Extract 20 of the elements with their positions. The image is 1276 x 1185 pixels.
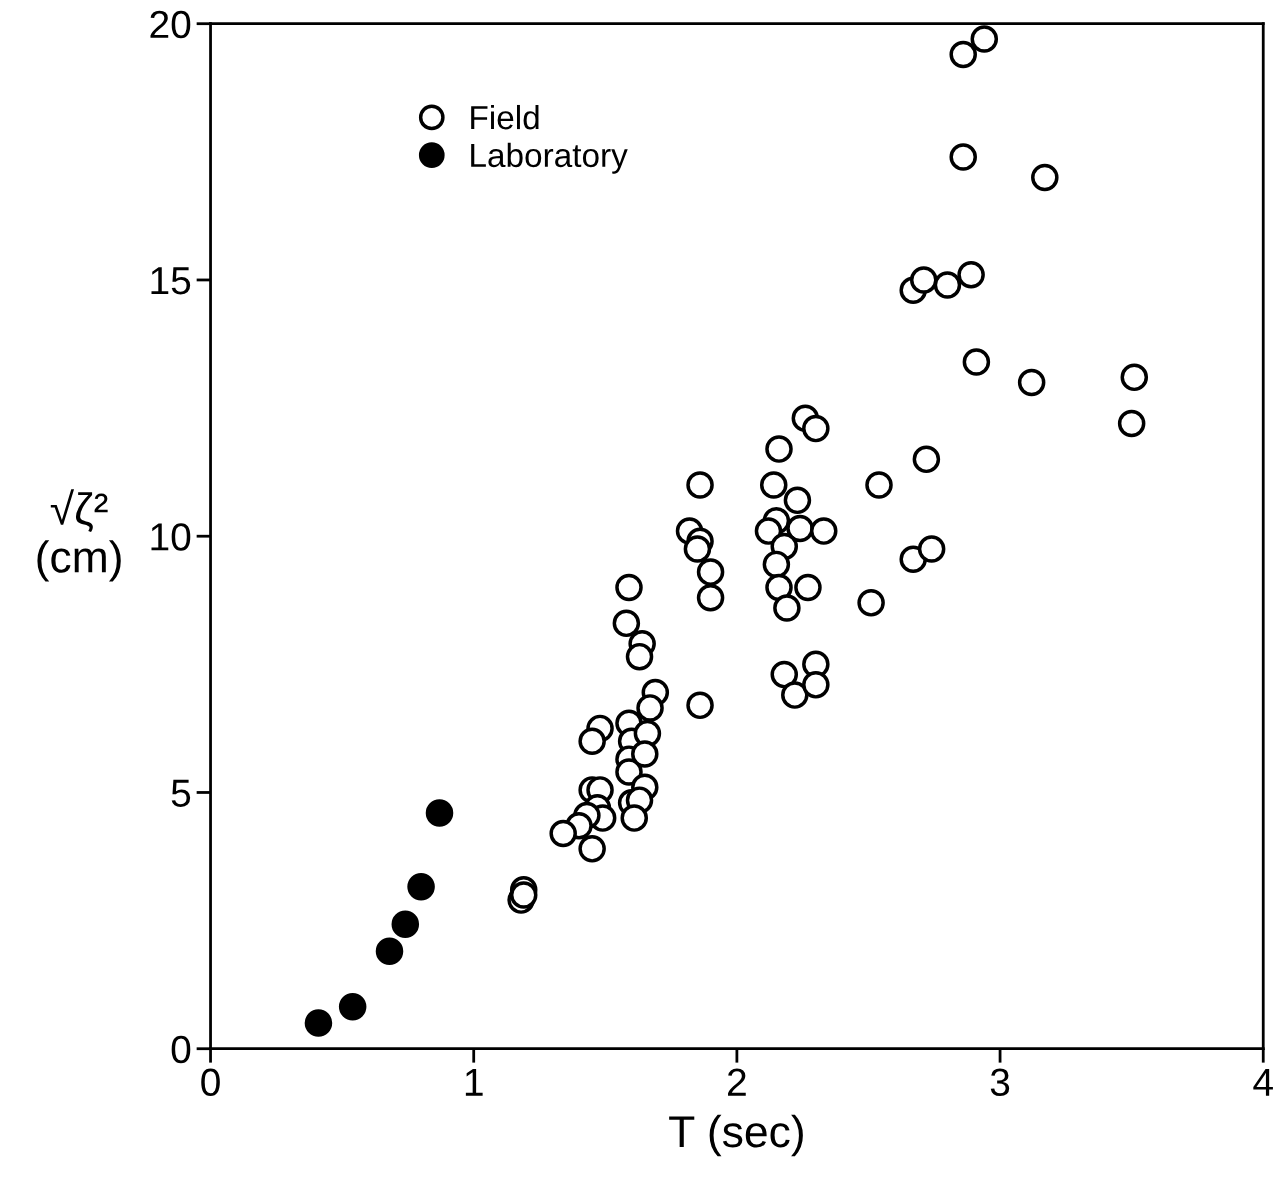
y-tick-label: 20	[150, 10, 191, 39]
x-tick-label: 0	[201, 1068, 220, 1097]
y-axis-title: √ζ² (cm)	[37, 489, 121, 582]
point	[407, 873, 435, 901]
legend-label: Field	[471, 104, 539, 130]
y-tick-label: 0	[171, 1035, 191, 1064]
legend-label: Laboratory	[471, 142, 628, 174]
x-tick-label: 3	[990, 1068, 1010, 1097]
point	[338, 992, 367, 1021]
point	[375, 937, 404, 966]
y-tick-label: 5	[171, 779, 191, 807]
point	[425, 799, 454, 827]
x-tick-label: 2	[728, 1068, 746, 1096]
point	[391, 910, 420, 938]
x-tick-label: 1	[465, 1068, 483, 1096]
y-tick-label: 15	[151, 267, 191, 295]
x-axis-title: T (sec)	[669, 1114, 803, 1157]
y-tick-label: 10	[151, 523, 191, 551]
x-tick-label: 4	[1253, 1068, 1273, 1096]
point	[304, 1009, 333, 1037]
